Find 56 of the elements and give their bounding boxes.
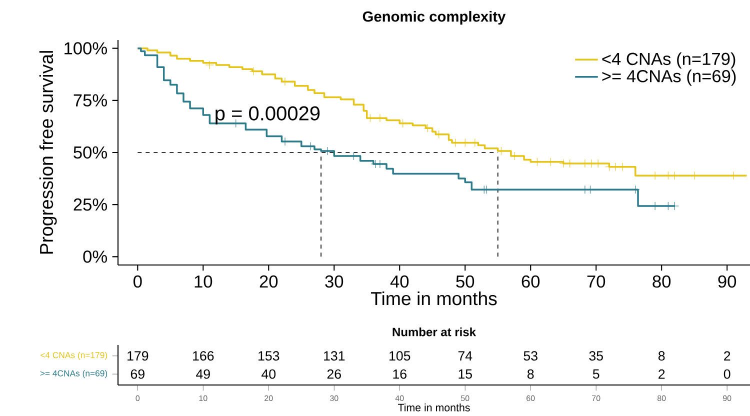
data-label: 2 [658, 369, 665, 379]
data-label: 40 [262, 369, 276, 379]
x-tick-label: 50 [456, 275, 474, 288]
point [205, 60, 214, 70]
x-tick-label: 60 [526, 395, 535, 402]
x-tick-label: 40 [395, 395, 404, 402]
x-axis-title: Time in months [370, 291, 497, 306]
x-tick-label: 90 [718, 275, 736, 288]
x-axis-title: Time in months [398, 404, 470, 412]
x-tick-label: 90 [723, 395, 732, 402]
data-label: 35 [589, 351, 603, 361]
data-label: 179 [128, 351, 148, 361]
data-label: 5 [592, 369, 600, 379]
x-tick-label: 80 [652, 275, 671, 288]
x-tick-label: 20 [260, 275, 278, 288]
data-label: 26 [327, 369, 341, 379]
data-label: 74 [458, 351, 472, 360]
chart-title: Genomic complexity [362, 10, 506, 25]
x-tick-label: 30 [330, 395, 338, 402]
x-tick-label: 70 [592, 395, 600, 402]
y-tick-label: 100% [64, 42, 107, 54]
x-tick-label: 70 [587, 275, 606, 288]
y-tick-label: <4 CNAs (n=179) [40, 352, 108, 360]
data-label: 15 [458, 369, 472, 379]
y-tick-label: 50% [74, 146, 107, 159]
data-label: 0 [724, 369, 730, 379]
x-tick-label: 10 [194, 275, 212, 288]
data-label: 8 [527, 369, 534, 379]
x-tick-label: 60 [522, 275, 540, 288]
y-tick-label: 25% [74, 198, 107, 211]
legend-label: <4 CNAs (n=179) [602, 52, 736, 68]
x-tick-label: 50 [460, 395, 470, 402]
x-tick-label: 80 [657, 395, 666, 402]
y-tick-label: 75% [74, 94, 107, 107]
data-label: 105 [390, 351, 410, 361]
data-label: 8 [658, 351, 665, 361]
data-label: 166 [193, 351, 214, 361]
data-label: 153 [258, 351, 280, 361]
legend-label: >= 4CNAs (n=69) [602, 70, 736, 86]
x-tick-label: 10 [199, 395, 208, 402]
chart-title: Number at risk [392, 327, 476, 336]
y-tick-label: >= 4CNAs (n=69) [40, 370, 108, 378]
data-label: 53 [524, 351, 538, 361]
x-tick-label: 20 [264, 395, 273, 402]
data-label: 131 [324, 351, 345, 361]
y-tick-label: 0% [83, 250, 107, 263]
annotation: p = 0.00029 [216, 106, 320, 124]
data-label: 2 [724, 351, 730, 361]
x-tick-label: 0 [136, 395, 140, 402]
y-axis-title: Progression free survival [39, 51, 57, 254]
x-tick-label: 30 [325, 275, 344, 288]
x-tick-label: 40 [390, 275, 409, 288]
data-label: 16 [393, 369, 406, 379]
x-tick-label: 0 [134, 275, 142, 288]
data-label: 49 [196, 369, 210, 379]
data-label: 69 [130, 369, 144, 379]
